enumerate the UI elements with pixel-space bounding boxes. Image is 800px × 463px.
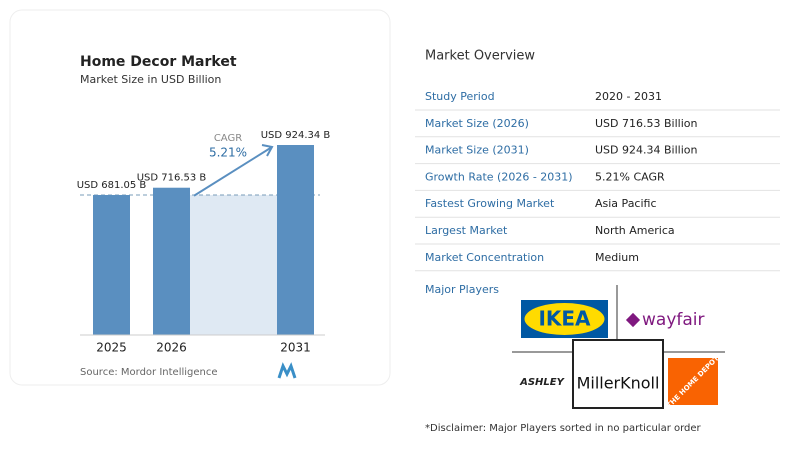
x-tick-label: 2031 [280, 341, 311, 355]
value-label: USD 924.34 B [261, 130, 331, 141]
value-label: USD 716.53 B [137, 173, 207, 184]
bar [153, 187, 190, 335]
overview-label: Market Size (2031) [425, 144, 529, 157]
cagr-arrowhead [261, 144, 274, 157]
overview-label: Growth Rate (2026 - 2031) [425, 170, 573, 183]
overview-value: Medium [595, 251, 639, 264]
chart-subtitle: Market Size in USD Billion [80, 73, 221, 86]
overview-value: USD 924.34 Billion [595, 144, 697, 157]
overview-value: North America [595, 224, 675, 237]
player-logo: IKEA [538, 307, 591, 331]
ikea-oval [524, 303, 605, 335]
growth-area [190, 195, 277, 335]
wayfair-icon [625, 312, 641, 328]
overview-label: Study Period [425, 90, 495, 103]
players-title: Major Players [425, 283, 499, 296]
overview-label: Market Concentration [425, 251, 544, 264]
millerknoll-box [572, 339, 664, 409]
disclaimer: *Disclaimer: Major Players sorted in no … [425, 423, 702, 434]
x-tick-label: 2026 [156, 341, 187, 355]
overview-label: Fastest Growing Market [425, 197, 555, 210]
overview-title: Market Overview [425, 49, 535, 64]
chart-title: Home Decor Market [80, 54, 237, 70]
player-logo: ASHLEY [519, 377, 566, 388]
overview-value: 2020 - 2031 [595, 90, 662, 103]
overview-value: USD 716.53 Billion [595, 117, 697, 130]
homedepot-box [668, 358, 718, 405]
cagr-value: 5.21% [209, 146, 247, 160]
source: Source: Mordor Intelligence [80, 367, 218, 378]
value-label: USD 681.05 B [77, 180, 147, 191]
source-logo [277, 362, 297, 379]
overview-label: Largest Market [425, 224, 508, 237]
x-tick-label: 2025 [96, 341, 127, 355]
overview-value: 5.21% CAGR [595, 170, 665, 183]
player-logo: MillerKnoll [577, 374, 660, 393]
bar [277, 145, 314, 335]
cagr-arrow [193, 146, 273, 197]
overview-label: Market Size (2026) [425, 117, 529, 130]
player-logo: wayfair [642, 310, 705, 330]
overview-value: Asia Pacific [595, 197, 657, 210]
bar [93, 195, 130, 335]
cagr-label: CAGR [214, 133, 242, 144]
